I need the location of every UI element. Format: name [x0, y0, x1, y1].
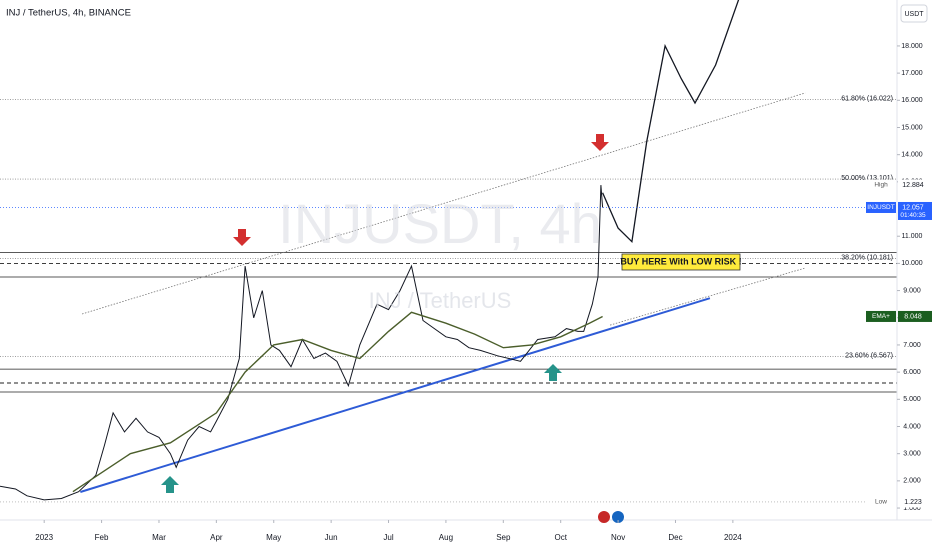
- y-tick-label: 1.000: [903, 505, 921, 512]
- plot-area: [0, 0, 897, 503]
- y-tick-label: 4.000: [903, 423, 921, 430]
- annotation-box: [621, 253, 741, 271]
- name-label-box: [866, 310, 896, 322]
- fib-label: 38.20% (10.181): [841, 254, 893, 261]
- event-icon[interactable]: [598, 511, 610, 523]
- y-tick-label: 17.000: [901, 70, 923, 77]
- y-tick-label: 9.000: [903, 287, 921, 294]
- fib-label: 61.80% (16.022): [841, 96, 893, 103]
- y-tick-label: 15.000: [901, 124, 923, 131]
- y-tick-label: 3.000: [903, 451, 921, 458]
- unit: USDT: [904, 11, 924, 18]
- price-line: [72, 311, 603, 493]
- name-label: High: [874, 182, 888, 189]
- price-label: 8.048: [904, 313, 922, 320]
- y-tick-label: 2.000: [903, 478, 921, 485]
- price-label: 12.884: [902, 182, 924, 189]
- arrow-down: [591, 134, 609, 151]
- fib-label: 23.60% (6.567): [845, 353, 893, 360]
- y-tick-label: 16.000: [901, 97, 923, 104]
- x-tick-label: Dec: [668, 533, 682, 542]
- trendline: [609, 267, 806, 326]
- name-label-box: [866, 179, 896, 191]
- arrow-down: [233, 229, 251, 246]
- annotation: BUY HERE With LOW RISK !: [620, 256, 741, 266]
- price-axis: [897, 0, 932, 550]
- arrow-up: [544, 364, 562, 381]
- projection-line: [602, 0, 740, 244]
- x-tick-label: Jul: [383, 533, 393, 542]
- x-tick-label: 2024: [724, 533, 742, 542]
- y-tick-label: 14.000: [901, 152, 923, 159]
- x-tick-label: Apr: [210, 533, 223, 542]
- trendline: [80, 297, 711, 493]
- price-label-box: [898, 201, 932, 220]
- overlay: 61.80% (16.022) 50.00% (13.101) 38.20% (10…: [841, 96, 893, 360]
- y-tick-label: 6.000: [903, 369, 921, 376]
- fib-label: 50.00% (13.101): [841, 175, 893, 182]
- x-tick-label: 2023: [35, 533, 53, 542]
- price-label: 1.223: [904, 499, 922, 506]
- x-tick-label: Mar: [152, 533, 166, 542]
- price-label-box: [898, 496, 932, 508]
- y-tick-label: 7.000: [903, 342, 921, 349]
- arrow-up: [161, 476, 179, 493]
- x-tick-label: May: [266, 533, 281, 542]
- y-tick-label: 11.000: [902, 233, 923, 240]
- event-icon[interactable]: [612, 511, 624, 523]
- watermark: INJUSDT, 4h: [278, 192, 602, 255]
- name-label-box: [866, 496, 896, 508]
- name-label-box: [866, 201, 896, 213]
- trendline: [81, 92, 806, 315]
- countdown: 01:40:35: [900, 212, 926, 219]
- chart-title: INJ / TetherUS, 4h, BINANCE: [6, 8, 131, 19]
- price-label-box: [898, 310, 932, 322]
- x-tick-label: Oct: [554, 533, 567, 542]
- y-tick-label: 10.000: [901, 260, 923, 267]
- x-tick-label: Jun: [325, 533, 338, 542]
- x-tick-label: Aug: [439, 533, 453, 542]
- unit-box[interactable]: [900, 4, 928, 23]
- y-tick-label: 18.000: [901, 43, 923, 50]
- price-label: 12.057: [902, 204, 924, 211]
- name-label: EMA+: [872, 313, 890, 320]
- x-tick-label: Nov: [611, 533, 625, 542]
- name-label: Low: [875, 499, 887, 506]
- x-tick-label: Feb: [95, 533, 109, 542]
- watermark-sub: INJ / TetherUS: [369, 288, 512, 313]
- y-tick-label: 5.000: [903, 396, 921, 403]
- x-tick-label: Sep: [496, 533, 511, 542]
- price-label-box: [898, 179, 932, 191]
- name-label: INJUSDT: [867, 204, 894, 211]
